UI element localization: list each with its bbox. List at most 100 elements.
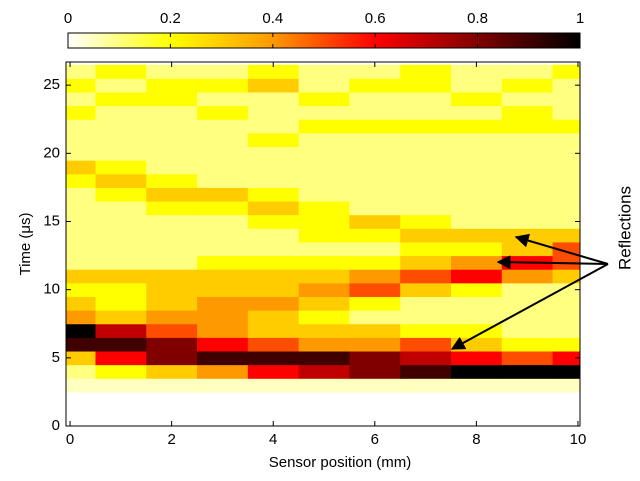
heatmap-cell xyxy=(400,187,452,202)
heatmap-cell xyxy=(66,78,96,93)
heatmap-cell xyxy=(349,119,401,134)
heatmap-cell xyxy=(552,391,580,407)
heatmap-cell xyxy=(400,323,452,338)
heatmap-cell xyxy=(95,282,147,297)
heatmap-cell xyxy=(197,323,249,338)
heatmap-cell xyxy=(298,351,350,366)
heatmap-cell xyxy=(400,132,452,148)
heatmap-cell xyxy=(146,310,198,325)
heatmap-cell xyxy=(552,378,580,393)
heatmap-cell xyxy=(66,173,96,188)
heatmap-cell xyxy=(247,91,300,107)
heatmap-cell xyxy=(552,364,580,379)
heatmap-cell xyxy=(197,173,249,188)
heatmap-cell xyxy=(400,310,452,325)
heatmap-cell xyxy=(95,337,147,352)
heatmap-cell xyxy=(450,228,503,243)
heatmap-cell xyxy=(552,187,580,202)
heatmap-cell xyxy=(298,323,350,338)
heatmap-cell xyxy=(247,201,300,216)
arrow xyxy=(496,255,609,270)
heatmap-cell xyxy=(501,105,554,120)
heatmap-cell xyxy=(95,391,147,407)
heatmap-cell xyxy=(146,146,198,161)
y-tick-label: 0 xyxy=(52,417,60,434)
arrow xyxy=(450,263,609,350)
heatmap-cell xyxy=(298,105,350,120)
heatmap-cell xyxy=(552,201,580,216)
heatmap-cell xyxy=(247,310,300,325)
y-tick-label: 20 xyxy=(43,144,60,161)
heatmap-cell xyxy=(95,228,147,243)
heatmap-cell xyxy=(400,269,452,284)
heatmap-cell xyxy=(349,64,401,79)
x-tick-label: 6 xyxy=(371,431,379,448)
heatmap-cell xyxy=(146,269,198,284)
heatmap-cell xyxy=(95,173,147,188)
heatmap-cell xyxy=(400,405,452,420)
heatmap-cell xyxy=(552,241,580,257)
heatmap-cell xyxy=(146,282,198,297)
heatmap-cell xyxy=(349,91,401,107)
heatmap-cell xyxy=(552,296,580,311)
heatmap-cell xyxy=(146,119,198,134)
x-axis-label: Sensor position (mm) xyxy=(269,454,412,471)
heatmap-cell xyxy=(298,146,350,161)
heatmap-cell xyxy=(450,146,503,161)
heatmap-cell xyxy=(197,419,249,426)
heatmap-cell xyxy=(298,160,350,175)
heatmap-cell xyxy=(552,78,580,93)
heatmap-cell xyxy=(146,323,198,338)
heatmap-cell xyxy=(450,282,503,297)
heatmap-cell xyxy=(95,364,147,379)
heatmap-cell xyxy=(552,405,580,420)
heatmap-cell xyxy=(197,105,249,120)
heatmap-cell xyxy=(450,364,503,379)
heatmap-cell xyxy=(66,351,96,366)
heatmap-cell xyxy=(501,337,554,352)
heatmap-cell xyxy=(95,378,147,393)
heatmap-cell xyxy=(197,64,249,79)
heatmap-cell xyxy=(400,364,452,379)
heatmap-cell xyxy=(146,255,198,270)
heatmap-cell xyxy=(66,64,96,79)
heatmap-cell xyxy=(298,269,350,284)
heatmap-cell xyxy=(298,119,350,134)
heatmap-cell xyxy=(197,391,249,407)
heatmap-cell xyxy=(349,405,401,420)
heatmap-cell xyxy=(349,255,401,270)
heatmap-cell xyxy=(146,173,198,188)
heatmap-cell xyxy=(552,323,580,338)
heatmap-cell xyxy=(247,132,300,148)
y-axis-label: Time (μs) xyxy=(17,212,34,275)
heatmap-cell xyxy=(95,241,147,257)
colorbar-tick-label: 0.6 xyxy=(365,10,386,27)
heatmap-cell xyxy=(298,310,350,325)
colorbar-tick-label: 0.4 xyxy=(262,10,283,27)
heatmap-cell xyxy=(552,282,580,297)
y-tick-label: 25 xyxy=(43,76,60,93)
y-tick-label: 5 xyxy=(52,349,60,366)
heatmap-cell xyxy=(501,323,554,338)
heatmap-cell xyxy=(247,105,300,120)
heatmap-cell xyxy=(501,364,554,379)
heatmap-cell xyxy=(146,241,198,257)
heatmap-cell xyxy=(247,323,300,338)
arrow xyxy=(514,233,609,265)
heatmap-cell xyxy=(197,310,249,325)
heatmap-cell xyxy=(95,78,147,93)
heatmap-cell xyxy=(298,241,350,257)
heatmap-cell xyxy=(247,214,300,229)
heatmap-cell xyxy=(197,132,249,148)
heatmap-cell xyxy=(349,160,401,175)
heatmap-cell xyxy=(146,405,198,420)
heatmap-cell xyxy=(400,146,452,161)
heatmap-cell xyxy=(400,160,452,175)
heatmap-cell xyxy=(66,419,96,426)
heatmap-cell xyxy=(450,255,503,270)
heatmap-cell xyxy=(146,214,198,229)
heatmap-cell xyxy=(450,241,503,257)
heatmap-cell xyxy=(95,160,147,175)
heatmap-cell xyxy=(66,187,96,202)
heatmap-cell xyxy=(146,187,198,202)
